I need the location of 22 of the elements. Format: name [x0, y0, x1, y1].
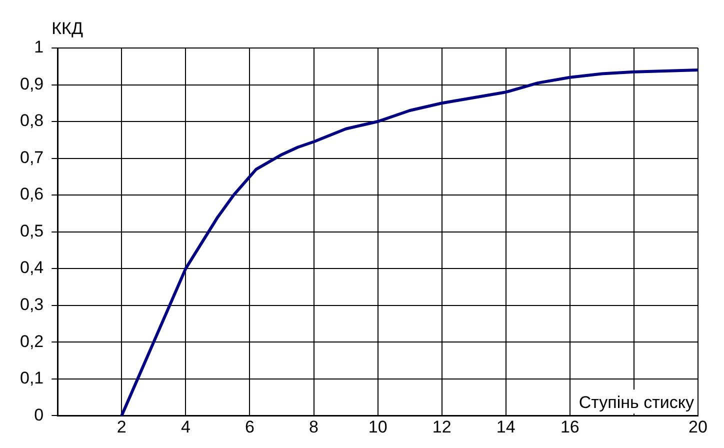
y-tick-label: 0,9 [20, 74, 44, 94]
x-tick-label: 8 [309, 417, 319, 436]
y-tick-label: 0 [34, 405, 44, 424]
x-tick-label: 14 [496, 417, 516, 436]
y-tick-label: 0,8 [20, 111, 44, 130]
y-tick-label: 0,6 [20, 184, 44, 204]
x-tick-label: 6 [245, 417, 254, 436]
y-tick-label: 0,7 [20, 148, 44, 167]
x-tick-label: 10 [368, 417, 388, 436]
y-tick-label: 0,1 [20, 368, 44, 388]
y-tick-label: 0,4 [20, 258, 44, 278]
x-tick-label: 12 [432, 417, 452, 436]
x-axis-title: Ступінь стиску [578, 392, 694, 412]
y-tick-label: 1 [34, 38, 44, 57]
x-tick-label: 4 [180, 417, 190, 436]
x-tick-label: 16 [560, 417, 580, 436]
x-tick-label: 2 [116, 417, 126, 436]
x-tick-label: 20 [688, 417, 708, 436]
y-axis-title: ККД [52, 19, 84, 38]
y-tick-label: 0,3 [20, 295, 44, 314]
y-tick-label: 0,2 [20, 332, 44, 351]
y-tick-label: 0,5 [20, 221, 44, 240]
